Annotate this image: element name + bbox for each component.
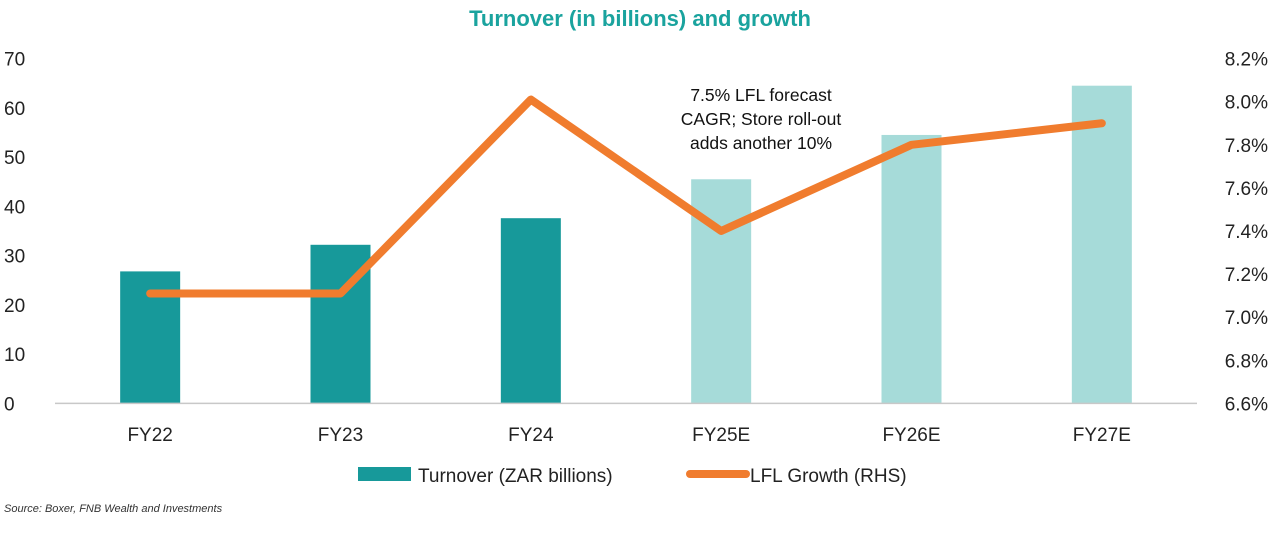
left-tick-label: 30 xyxy=(4,247,25,268)
annotation-line: adds another 10% xyxy=(690,133,832,153)
legend: Turnover (ZAR billions) LFL Growth (RHS) xyxy=(358,466,907,487)
line-series xyxy=(146,95,1106,298)
left-tick-label: 50 xyxy=(4,148,25,169)
left-tick-label: 0 xyxy=(4,394,15,415)
left-tick-label: 20 xyxy=(4,296,25,317)
right-tick-label: 7.4% xyxy=(1225,222,1268,243)
right-tick-label: 7.6% xyxy=(1225,179,1268,200)
legend-swatch-turnover xyxy=(358,467,411,481)
x-tick-label: FY23 xyxy=(318,425,363,446)
right-tick-label: 7.0% xyxy=(1225,308,1268,329)
legend-label-lfl-growth: LFL Growth (RHS) xyxy=(750,466,907,487)
bar-FY24 xyxy=(500,218,561,404)
annotation-line: 7.5% LFL forecast xyxy=(690,85,832,105)
right-tick-label: 7.2% xyxy=(1225,265,1268,286)
right-tick-label: 7.8% xyxy=(1225,136,1268,157)
x-axis: FY22 FY23 FY24 FY25E FY26E FY27E xyxy=(127,425,1130,446)
x-tick-label: FY26E xyxy=(882,425,940,446)
right-tick-label: 6.8% xyxy=(1225,351,1268,372)
forecast-annotation: 7.5% LFL forecast CAGR; Store roll-out add… xyxy=(681,85,842,153)
x-tick-label: FY25E xyxy=(692,425,750,446)
bar-FY26E xyxy=(881,134,942,404)
bar-FY27E xyxy=(1071,85,1132,404)
x-tick-label: FY24 xyxy=(508,425,554,446)
chart-title: Turnover (in billions) and growth xyxy=(469,6,811,31)
left-axis: 0 10 20 30 40 50 60 70 xyxy=(4,50,25,416)
left-tick-label: 40 xyxy=(4,197,25,218)
left-tick-label: 10 xyxy=(4,345,25,366)
x-tick-label: FY27E xyxy=(1073,425,1131,446)
right-tick-label: 6.6% xyxy=(1225,394,1268,415)
x-tick-label: FY22 xyxy=(127,425,172,446)
right-tick-label: 8.0% xyxy=(1225,93,1268,114)
left-tick-label: 60 xyxy=(4,99,25,120)
legend-label-turnover: Turnover (ZAR billions) xyxy=(418,466,613,487)
left-tick-label: 70 xyxy=(4,50,25,71)
right-axis: 6.6% 6.8% 7.0% 7.2% 7.4% 7.6% 7.8% 8.0% 8.2% xyxy=(1225,50,1268,416)
annotation-line: CAGR; Store roll-out xyxy=(681,109,842,129)
right-tick-label: 8.2% xyxy=(1225,50,1268,71)
lfl-growth-line xyxy=(146,95,1106,298)
source-note: Source: Boxer, FNB Wealth and Investment… xyxy=(4,503,223,515)
